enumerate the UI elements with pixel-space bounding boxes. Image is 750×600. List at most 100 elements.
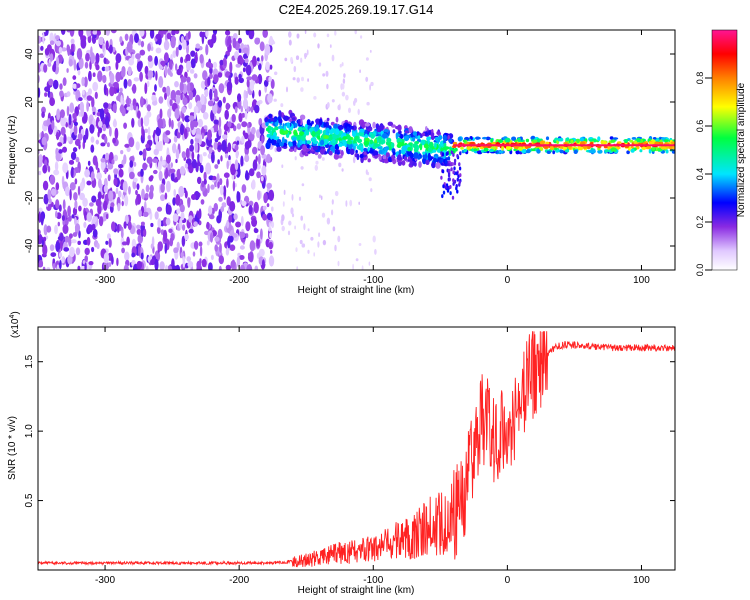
spectrogram-cell (298, 119, 301, 125)
spectrogram-cell (425, 126, 428, 132)
spectrogram-cell (268, 255, 275, 267)
spectrogram-cell (252, 55, 257, 67)
spectrogram-cell (296, 33, 300, 39)
spectrogram-cell (372, 150, 379, 157)
spectrogram-cell (105, 213, 109, 220)
spectrogram-cell (71, 214, 75, 219)
spectrogram-cell (139, 49, 146, 56)
spectrogram-cell (49, 97, 55, 107)
spectrogram-cell (452, 178, 455, 183)
spectrogram-cell (559, 149, 564, 154)
spectrogram-cell (90, 52, 95, 64)
spectrogram-cell (306, 129, 310, 136)
spectrogram-cell (223, 185, 227, 197)
spectrogram-cell (173, 135, 178, 143)
spectrogram-cell (283, 115, 289, 122)
spectrogram-cell (306, 144, 310, 149)
spectrogram-cell (291, 117, 296, 121)
spectrogram-cell (352, 131, 356, 137)
spectrogram-cell (348, 107, 351, 114)
spectrogram-cell (218, 196, 223, 202)
spectrogram-cell (158, 170, 163, 181)
spectrogram-cell (142, 211, 149, 217)
spectrogram-cell (261, 55, 264, 62)
spectrogram-cell (139, 30, 145, 37)
spectrogram-cell (59, 90, 64, 98)
spectrogram-cell (283, 189, 286, 195)
spectrogram-cell (145, 143, 150, 149)
spectrogram-cell (378, 155, 382, 161)
spectrogram-cell (49, 244, 55, 252)
spectrogram-cell (75, 247, 81, 256)
spectrogram-cell (268, 113, 273, 119)
spectrogram-cell (163, 136, 170, 144)
spectrogram-cell (203, 171, 207, 181)
spectrogram-cell (660, 146, 667, 150)
spectrogram-cell (146, 80, 150, 88)
spectrogram-cell (488, 148, 495, 153)
spectrogram-cell (334, 244, 337, 252)
spectrogram-cell (244, 154, 250, 163)
spectrogram-cell (42, 180, 49, 191)
spectrogram-cell (180, 92, 183, 101)
spectrogram-cell (319, 118, 323, 126)
spectrogram-cell (67, 45, 71, 57)
spectrogram-cell (382, 133, 388, 139)
spectrogram-cell (139, 71, 144, 82)
spectrogram-cell (459, 151, 462, 156)
spectrogram-cell (195, 51, 198, 64)
spectrogram-cell (73, 192, 78, 201)
spectrogram-cell (450, 167, 453, 172)
spectrogram-cell (505, 145, 512, 150)
spectrogram-cell (222, 96, 226, 104)
spectrogram-cell (269, 64, 273, 70)
spectrogram-cell (150, 258, 156, 266)
spectrogram-cell (158, 96, 164, 104)
spectrogram-cell (104, 116, 110, 128)
spectrogram-cell (217, 159, 220, 165)
spectrogram-cell (370, 188, 373, 193)
spectrogram-cell (128, 137, 135, 148)
spectrogram-cell (210, 254, 214, 260)
spectrogram-cell (213, 74, 219, 83)
spectrogram-cell (95, 52, 100, 64)
spectrogram-cell (43, 64, 48, 73)
spectrogram-cell (97, 204, 102, 215)
spectrogram-cell (265, 142, 271, 150)
spectrogram-cell (317, 154, 322, 159)
spectrogram-cell (480, 149, 484, 153)
spectrogram-cell (161, 160, 165, 166)
spectrogram-cell (332, 226, 336, 232)
colorbar-gradient (711, 29, 738, 271)
spectrogram-cell (95, 139, 100, 145)
spectrogram-cell (49, 53, 54, 62)
spectrogram-cell (486, 137, 492, 140)
spectrogram-cell (201, 132, 205, 140)
spectrogram-cell (486, 150, 490, 154)
spectrogram-cell (270, 216, 273, 222)
spectrogram-cell (120, 69, 126, 78)
spectrogram-cell (191, 194, 197, 200)
spectrogram-cell (456, 189, 459, 194)
spectrogram-cell (50, 252, 57, 257)
spectrogram-cell (117, 202, 121, 212)
spectrogram-cell (187, 30, 191, 40)
spectrogram-cell (123, 122, 127, 129)
spectrogram-cell (66, 68, 69, 73)
spectrogram-cell (305, 123, 309, 130)
spectrogram-cell (219, 59, 224, 66)
spectrogram-cell (505, 137, 511, 143)
spectrogram-cell (123, 264, 129, 270)
spectrogram-cell (334, 30, 337, 36)
spectrogram-cell (202, 112, 209, 120)
spectrogram-cell (136, 260, 143, 270)
spectrogram-cell (115, 53, 122, 64)
spectrogram-cell (404, 130, 409, 134)
spectrogram-cell (55, 131, 60, 140)
colorbar-tick-label: 0.6 (695, 120, 705, 133)
spectrogram-cell (365, 57, 369, 61)
spectrogram-cell (271, 206, 274, 212)
spectrogram-cell (313, 32, 317, 38)
spectrogram-cell (72, 83, 77, 89)
spectrogram-cell (179, 166, 186, 176)
